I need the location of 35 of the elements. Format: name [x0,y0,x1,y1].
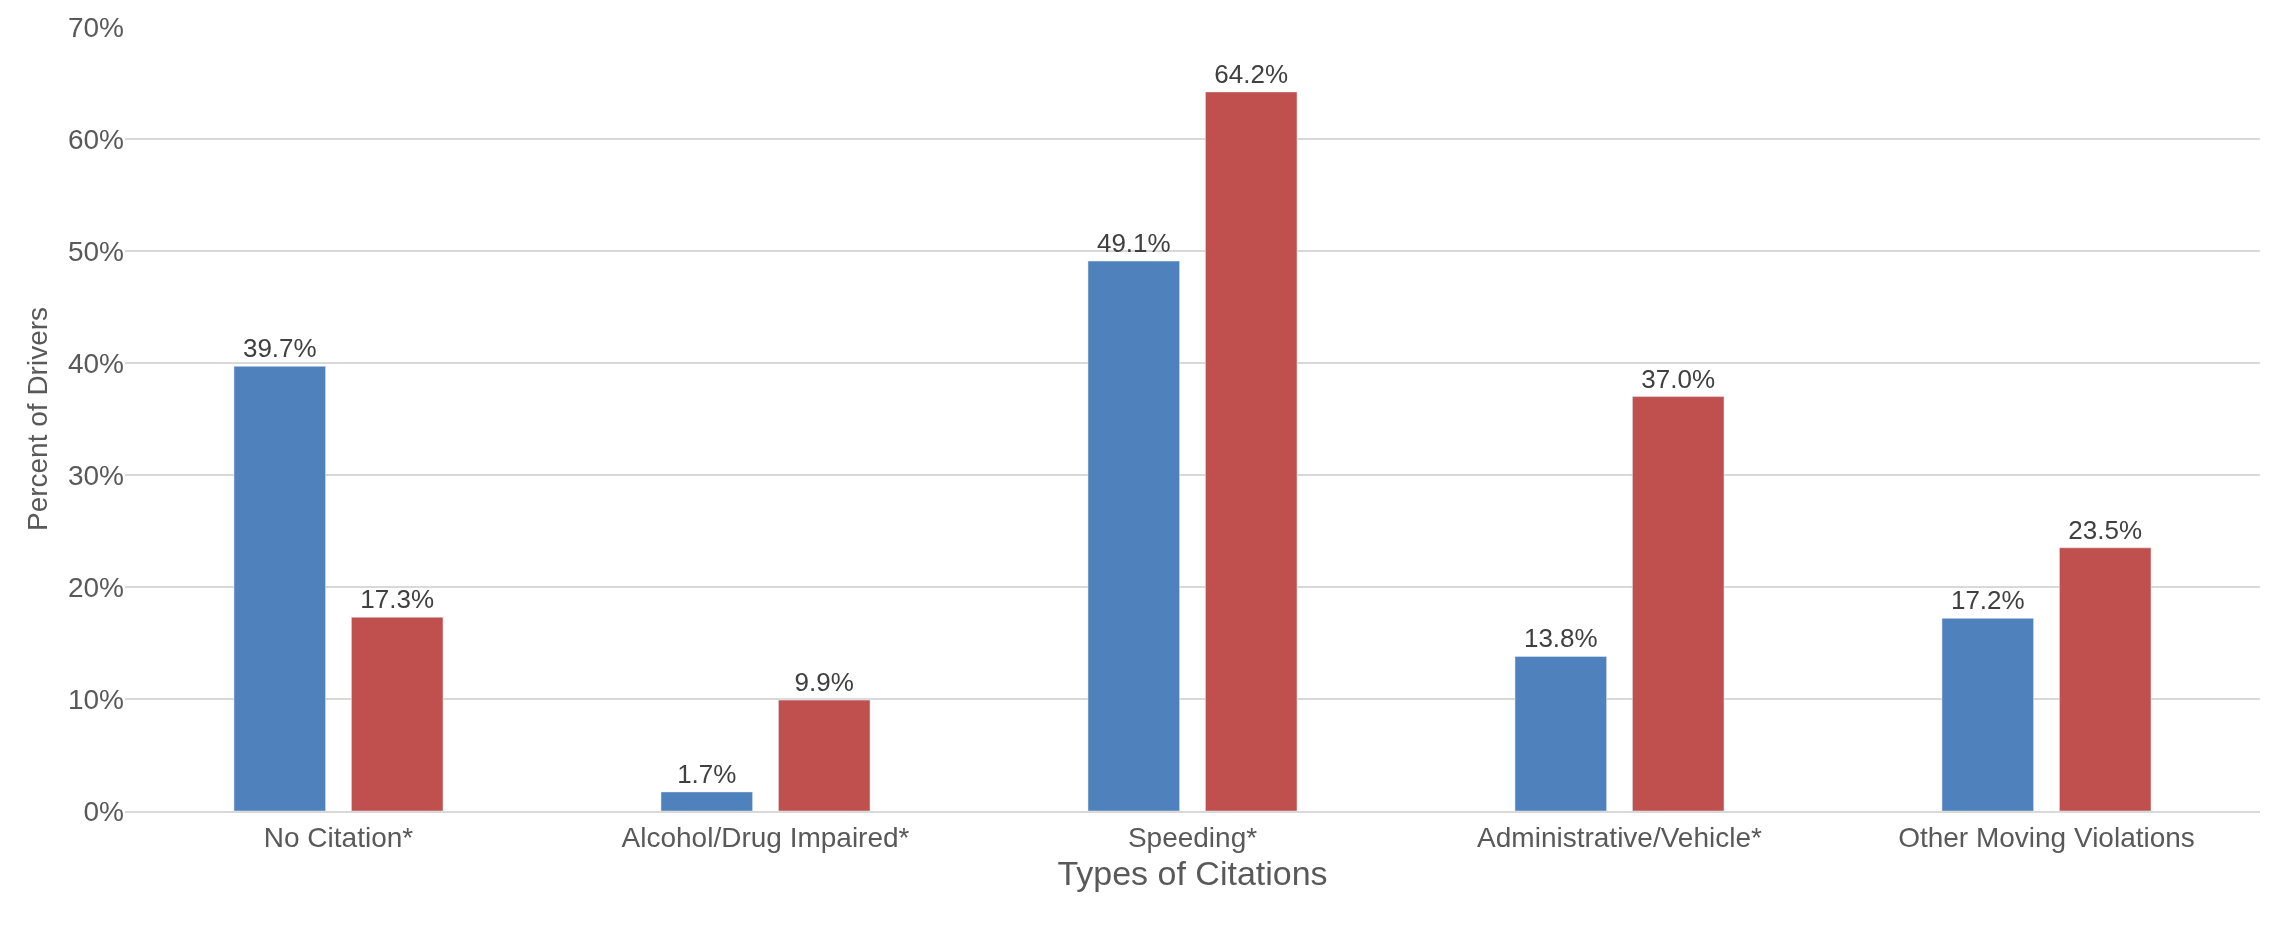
bar [233,366,326,811]
data-label: 39.7% [242,333,317,364]
data-label: 49.1% [1096,228,1171,259]
y-tick-label: 20% [67,571,124,603]
y-axis-title: Percent of Drivers [21,306,53,532]
data-label: 17.2% [1950,585,2025,616]
x-axis-title: Types of Citations [1057,854,1328,893]
data-label: 13.8% [1523,623,1598,654]
bar [351,616,444,811]
x-tick-label: No Citation* [263,821,414,853]
y-tick-label: 70% [67,11,124,43]
data-label: 23.5% [2068,514,2143,545]
bar [660,791,753,811]
x-tick-label: Other Moving Violations [1898,821,2195,853]
data-label: 64.2% [1214,58,1289,89]
x-tick-label: Administrative/Vehicle* [1477,821,1762,853]
y-tick-label: 40% [67,347,124,379]
x-tick-label: Speeding* [1127,821,1258,853]
data-label: 9.9% [794,667,854,698]
bar [2059,547,2152,811]
data-label: 1.7% [677,758,737,789]
x-tick-label: Alcohol/Drug Impaired* [621,821,910,853]
bar [1087,260,1180,811]
y-tick-label: 0% [83,795,124,827]
bar [778,699,871,811]
y-tick-label: 50% [67,235,124,267]
bar [1205,91,1298,811]
bar [1632,396,1725,811]
data-label: 37.0% [1641,363,1716,394]
y-tick-label: 10% [67,683,124,715]
bar [1514,656,1607,811]
bar [1941,618,2034,811]
y-tick-label: 30% [67,459,124,491]
y-tick-label: 60% [67,123,124,155]
data-label: 17.3% [360,584,435,615]
